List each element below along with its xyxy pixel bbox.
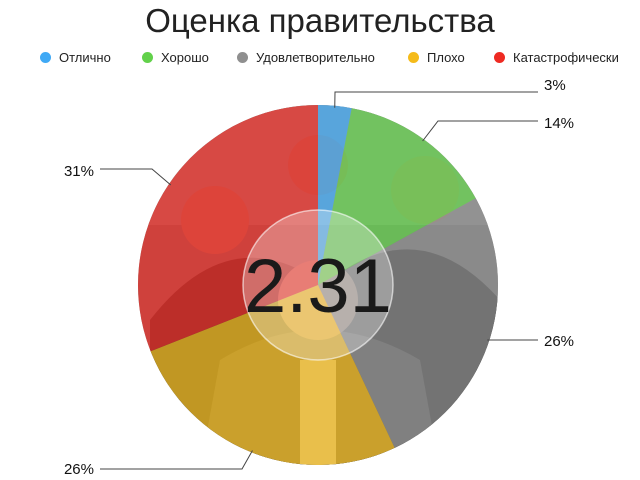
leader-line-bad [100, 450, 253, 470]
center-value: 2.31 [244, 244, 392, 329]
legend-dot-catastrophic [494, 52, 505, 63]
legend-label-bad: Плохо [427, 50, 465, 65]
legend-dot-bad [408, 52, 419, 63]
leader-line-catastrophic [100, 168, 172, 186]
pie-slice-excellent [318, 105, 352, 285]
pie-slice-catastrophic [138, 105, 318, 352]
legend-dot-satisfactory [237, 52, 248, 63]
legend-label-good: Хорошо [161, 50, 209, 65]
leader-line-excellent [334, 91, 538, 108]
legend-label-satisfactory: Удовлетворительно [256, 50, 375, 65]
pie-slices [138, 105, 499, 465]
center-circle [242, 209, 394, 361]
pie-slice-good [318, 108, 476, 285]
pie-slice-bad [150, 285, 395, 465]
legend-dot-excellent [40, 52, 51, 63]
data-label-bad: 26% [64, 461, 94, 478]
legend-item-good: Хорошо [142, 50, 209, 66]
data-label-excellent: 3% [544, 77, 566, 94]
data-label-satisfactory: 26% [544, 333, 574, 350]
legend-item-satisfactory: Удовлетворительно [237, 50, 375, 66]
leader-line-good [422, 120, 538, 142]
legend-item-excellent: Отлично [40, 50, 111, 66]
chart-title: Оценка правительства [145, 2, 495, 39]
legend-label-catastrophic: Катастрофически [513, 50, 619, 65]
data-label-good: 14% [544, 115, 574, 132]
legend-item-bad: Плохо [408, 50, 465, 66]
legend-dot-good [142, 52, 153, 63]
data-labels: 3% 14% 26% 26% 31% [64, 77, 574, 478]
data-label-catastrophic: 31% [64, 163, 94, 180]
legend-item-catastrophic: Катастрофически [494, 50, 619, 66]
chart-legend: Отлично Хорошо Удовлетворительно Плохо К… [0, 50, 640, 68]
legend-label-excellent: Отлично [59, 50, 111, 65]
pie-slice-satisfactory [318, 198, 499, 448]
